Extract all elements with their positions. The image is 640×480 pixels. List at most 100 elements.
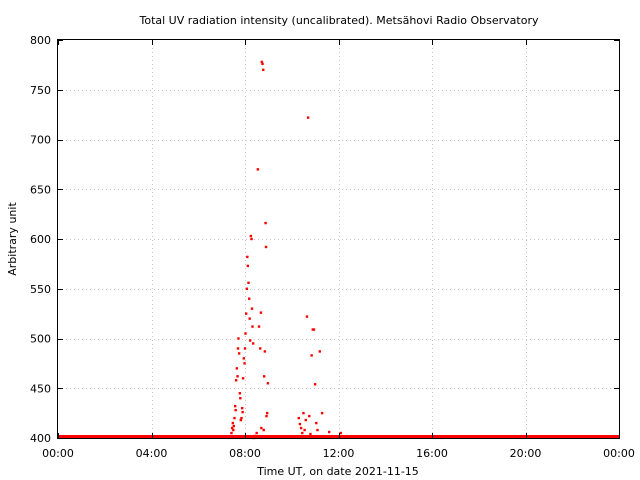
y-tick-label: 750	[30, 84, 51, 97]
data-point	[309, 432, 312, 436]
data-point	[235, 367, 239, 370]
data-point	[305, 315, 309, 318]
data-point	[262, 68, 265, 72]
data-point	[308, 414, 311, 418]
y-tick-label: 650	[30, 183, 51, 196]
data-point	[242, 357, 246, 360]
data-point	[315, 421, 318, 425]
y-tick-label: 400	[30, 432, 51, 445]
x-axis-label: Time UT, on date 2021-11-15	[256, 465, 419, 478]
y-tick-label: 600	[30, 233, 51, 246]
data-point	[256, 168, 260, 171]
y-tick-labels: 400 450 500 550 600 650 700 750 800	[30, 34, 51, 445]
data-point	[246, 255, 249, 259]
data-point	[239, 397, 242, 400]
data-point	[230, 426, 234, 430]
data-point	[339, 431, 343, 435]
data-point	[255, 431, 258, 435]
data-point	[266, 382, 270, 385]
data-point	[260, 60, 264, 64]
data-point	[262, 375, 266, 378]
axis-ticks	[58, 40, 620, 439]
x-tick-label: 20:00	[510, 447, 542, 460]
data-point	[237, 337, 240, 340]
data-point	[257, 325, 261, 328]
data-point	[251, 325, 254, 328]
data-point	[310, 354, 313, 357]
data-point	[247, 281, 250, 284]
data-point	[263, 350, 267, 353]
data-point	[251, 342, 255, 345]
data-point	[264, 221, 267, 225]
x-tick-labels: 00:00 04:00 08:00 12:00 16:00 20:00 00:00	[42, 447, 635, 460]
data-point	[248, 297, 251, 300]
y-tick-label: 550	[30, 283, 51, 296]
data-point	[239, 418, 242, 422]
data-point	[313, 383, 317, 386]
data-point	[230, 431, 233, 435]
data-point	[297, 416, 300, 420]
data-point	[244, 332, 247, 335]
x-tick-label: 08:00	[229, 447, 261, 460]
data-point	[266, 411, 269, 415]
baseline-points	[58, 435, 619, 440]
y-tick-label: 450	[30, 382, 51, 395]
data-point	[231, 421, 235, 425]
data-point	[232, 424, 235, 428]
data-point	[234, 379, 238, 382]
data-point	[298, 422, 302, 426]
y-axis-label: Arbitrary unit	[6, 202, 19, 276]
data-point	[248, 317, 251, 320]
data-point	[253, 434, 257, 438]
y-tick-label: 500	[30, 333, 51, 346]
data-point	[301, 431, 304, 435]
x-tick-label: 16:00	[416, 447, 448, 460]
data-point	[258, 347, 262, 350]
x-tick-label: 04:00	[136, 447, 168, 460]
data-point	[299, 426, 303, 430]
data-point	[259, 311, 263, 314]
data-point	[302, 411, 305, 415]
data-point	[320, 411, 324, 415]
data-point	[245, 287, 249, 290]
data-point	[265, 414, 268, 418]
data-point	[264, 245, 268, 249]
data-point	[240, 416, 243, 420]
data-point	[250, 307, 254, 310]
data-point	[318, 350, 321, 353]
data-point	[237, 352, 241, 355]
data-point	[241, 410, 244, 414]
data-point	[250, 237, 253, 241]
data-point	[306, 116, 310, 119]
data-point	[316, 428, 319, 432]
data-point	[233, 416, 236, 420]
data-point	[233, 404, 237, 408]
x-tick-label: 00:00	[603, 447, 635, 460]
data-point	[261, 62, 264, 66]
data-point	[234, 408, 237, 412]
data-point	[243, 347, 247, 350]
data-point	[240, 406, 244, 410]
plot-frame	[57, 39, 620, 439]
data-point	[312, 328, 316, 331]
data-point	[262, 428, 265, 432]
data-point	[304, 418, 307, 422]
data-point	[260, 426, 263, 430]
data-points	[230, 60, 343, 440]
data-point	[244, 312, 248, 315]
y-tick-label: 700	[30, 134, 51, 147]
grid	[58, 40, 619, 438]
data-point	[243, 362, 246, 365]
data-point	[327, 430, 331, 434]
data-point	[241, 377, 245, 380]
data-point	[232, 428, 235, 432]
data-point	[238, 392, 242, 395]
data-point	[303, 428, 306, 432]
y-tick-label: 800	[30, 34, 51, 47]
data-point	[246, 264, 250, 268]
data-point	[236, 347, 240, 350]
data-point	[248, 339, 252, 342]
data-point	[249, 234, 253, 238]
x-tick-label: 12:00	[323, 447, 355, 460]
